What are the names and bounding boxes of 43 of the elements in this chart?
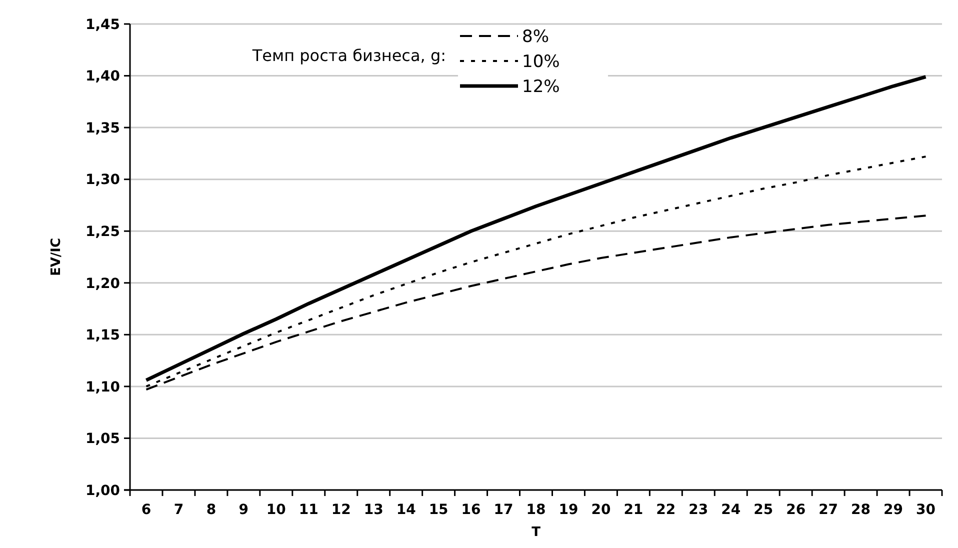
- legend-title: Темп роста бизнеса, g:: [251, 46, 446, 65]
- x-tick-label: 27: [818, 502, 838, 518]
- x-tick-label: 15: [428, 502, 448, 518]
- x-tick-label: 28: [851, 502, 871, 518]
- x-tick-label: 20: [591, 502, 611, 518]
- y-tick-label: 1,15: [85, 328, 120, 344]
- x-tick-label: 17: [494, 502, 514, 518]
- x-tick-label: 22: [656, 502, 676, 518]
- legend-label: 12%: [522, 76, 560, 97]
- x-tick-label: 9: [238, 502, 249, 518]
- y-tick-label: 1,35: [85, 120, 120, 136]
- x-axis-title: T: [532, 525, 541, 540]
- x-tick-label: 18: [526, 502, 546, 518]
- x-tick-label: 30: [916, 502, 936, 518]
- x-tick-label: 6: [141, 502, 152, 518]
- x-tick-label: 16: [461, 502, 481, 518]
- x-tick-label: 10: [266, 502, 286, 518]
- y-tick-label: 1,05: [85, 431, 120, 448]
- y-tick-label: 1,20: [85, 276, 120, 292]
- line-series: [144, 75, 928, 382]
- x-tick-label: 12: [331, 502, 351, 518]
- x-tick-label: 21: [624, 502, 644, 518]
- y-tick-label: 1,00: [85, 482, 120, 499]
- y-tick-label: 1,45: [85, 16, 120, 33]
- y-tick-label: 1,10: [85, 379, 120, 396]
- x-tick-label: 26: [786, 502, 806, 518]
- line-series: [145, 156, 927, 388]
- x-tick-label: 25: [754, 502, 774, 518]
- x-tick-label: 13: [364, 502, 384, 518]
- y-tick-label: 1,25: [85, 224, 120, 240]
- legend-label: 8%: [522, 26, 549, 47]
- x-tick-label: 8: [206, 502, 216, 518]
- x-tick-label: 29: [884, 502, 904, 518]
- x-tick-label: 11: [298, 502, 318, 518]
- x-tick-label: 24: [721, 502, 741, 518]
- y-axis-title: EV/IC: [49, 238, 64, 276]
- x-tick-label: 23: [688, 502, 708, 518]
- x-tick-label: 14: [396, 502, 416, 518]
- legend-label: 10%: [522, 52, 560, 72]
- y-tick-label: 1,40: [85, 68, 120, 85]
- y-tick-label: 1,30: [85, 172, 120, 188]
- x-tick-label: 19: [558, 502, 578, 518]
- x-tick-label: 7: [174, 502, 184, 518]
